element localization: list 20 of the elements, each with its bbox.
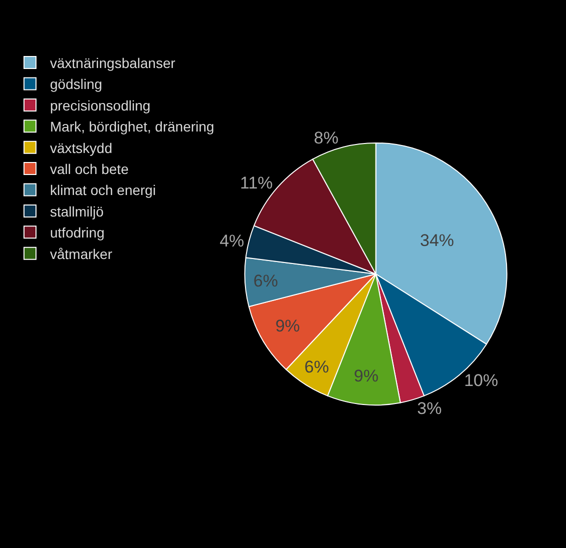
data-label: 11% bbox=[240, 174, 273, 193]
data-label: 6% bbox=[253, 271, 278, 290]
data-label: 4% bbox=[220, 231, 244, 250]
data-label: 8% bbox=[314, 128, 338, 148]
data-label: 34% bbox=[420, 230, 454, 250]
legend-label: stallmiljö bbox=[50, 203, 104, 220]
legend-label: växtskydd bbox=[50, 140, 112, 156]
legend-label: utfodring bbox=[50, 224, 104, 241]
data-label: 6% bbox=[304, 358, 329, 377]
legend-label: våtmarker bbox=[50, 246, 113, 262]
legend-label: vall och bete bbox=[50, 161, 129, 178]
legend-label: klimat och energi bbox=[50, 182, 156, 198]
data-label: 9% bbox=[354, 366, 378, 386]
data-label: 9% bbox=[275, 316, 300, 336]
legend-label: gödsling bbox=[50, 76, 102, 92]
legend-label: växtnäringsbalanser bbox=[50, 55, 176, 72]
legend-label: Mark, bördighet, dränering bbox=[50, 118, 214, 135]
legend-label: precisionsodling bbox=[50, 97, 150, 114]
data-label: 3% bbox=[417, 399, 442, 418]
data-label: 10% bbox=[464, 371, 498, 390]
